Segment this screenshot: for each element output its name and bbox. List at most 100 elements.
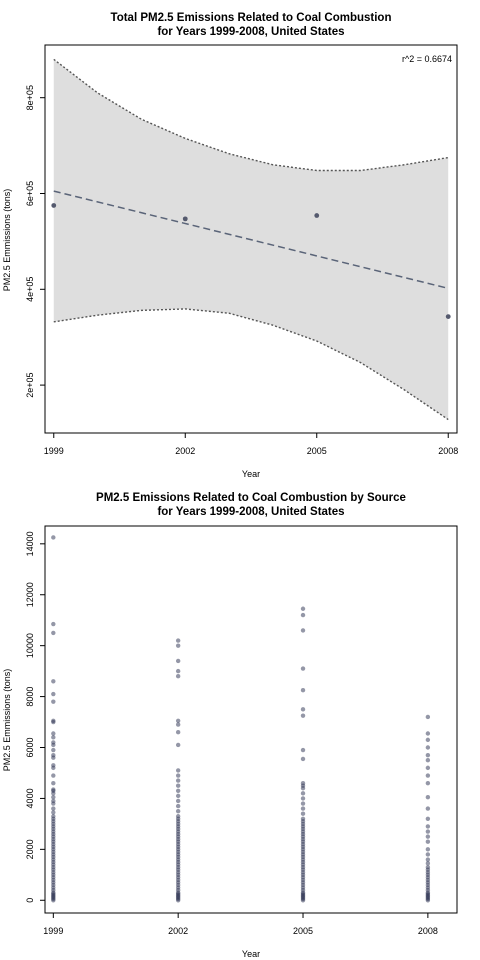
source-point <box>51 691 56 697</box>
source-point <box>175 808 181 814</box>
source-point <box>425 847 431 852</box>
source-point <box>51 735 56 740</box>
source-point <box>51 780 56 786</box>
source-point <box>175 730 181 735</box>
source-point <box>51 755 56 760</box>
chart-2-y-tick-label: 6000 <box>25 737 35 757</box>
source-point <box>51 699 56 704</box>
chart-1-x-tick-label: 2005 <box>307 446 327 456</box>
source-point <box>425 834 431 839</box>
source-point <box>175 793 181 799</box>
source-point <box>425 861 431 866</box>
source-point <box>175 742 181 748</box>
source-point <box>300 806 306 811</box>
source-point <box>51 742 56 748</box>
chart-2: PM2.5 Emissions Related to Coal Combusti… <box>2 492 458 959</box>
source-point <box>425 898 431 903</box>
chart-2-y-axis: 0 2000 4000 6000 8000 10000 12000 14000 <box>25 531 45 903</box>
source-point <box>300 898 306 903</box>
source-point <box>425 824 431 829</box>
source-point <box>425 765 431 771</box>
source-point <box>175 718 181 723</box>
source-point <box>300 606 306 611</box>
source-point <box>175 783 181 788</box>
source-point <box>51 630 56 636</box>
source-point <box>51 765 56 771</box>
chart-2-subtitle: for Years 1999-2008, United States <box>157 506 344 518</box>
chart-1-y-axis: 2e+05 4e+05 6e+05 8e+05 <box>25 85 45 398</box>
source-point <box>425 737 431 743</box>
chart-1-x-axis: 1999 2002 2005 2008 <box>44 433 458 456</box>
chart-2-plot-frame <box>44 525 458 914</box>
source-point <box>175 674 181 679</box>
source-point <box>425 752 431 758</box>
source-point <box>425 780 431 786</box>
source-point <box>175 668 181 674</box>
source-point <box>175 658 181 664</box>
chart-2-x-tick-label: 1999 <box>43 926 63 936</box>
chart-2-x-axis-label: Year <box>242 949 260 959</box>
source-point <box>425 839 431 844</box>
source-point <box>425 773 431 778</box>
source-point <box>51 747 56 753</box>
source-point <box>175 788 181 793</box>
chart-2-y-tick-label: 8000 <box>25 687 35 707</box>
source-point <box>425 714 431 720</box>
source-point <box>300 756 306 762</box>
source-point <box>175 778 181 783</box>
source-point <box>175 638 181 643</box>
source-point <box>51 791 56 796</box>
chart-1: Total PM2.5 Emissions Related to Coal Co… <box>2 12 458 479</box>
source-point <box>51 794 56 800</box>
chart-1-x-tick-label: 1999 <box>44 446 64 456</box>
chart-2-title: PM2.5 Emissions Related to Coal Combusti… <box>96 492 406 504</box>
chart-2-y-tick-label: 10000 <box>25 633 35 658</box>
source-point <box>51 535 56 540</box>
chart-2-x-tick-label: 2002 <box>168 926 188 936</box>
source-point <box>425 816 431 821</box>
chart-1-x-tick-label: 2008 <box>438 446 458 456</box>
confidence-band-upper <box>53 58 449 172</box>
source-point <box>425 745 431 750</box>
data-point <box>51 203 57 208</box>
source-point <box>51 621 56 627</box>
chart-1-plot-area <box>51 58 451 421</box>
chart-2-y-tick-label: 0 <box>25 898 35 903</box>
source-point <box>425 731 431 736</box>
source-point <box>300 666 306 671</box>
chart-2-x-axis: 1999 2002 2005 2008 <box>43 913 438 936</box>
source-point <box>175 803 181 809</box>
source-point <box>175 643 181 648</box>
chart-2-x-tick-label: 2008 <box>418 926 438 936</box>
source-point <box>51 806 56 811</box>
chart-1-y-tick-label: 6e+05 <box>25 181 35 206</box>
source-point <box>51 810 56 815</box>
source-point <box>300 688 306 693</box>
source-point <box>300 811 306 816</box>
data-point <box>445 314 451 319</box>
regression-line <box>53 190 449 290</box>
source-point <box>425 852 431 857</box>
chart-2-plot-area <box>51 535 431 903</box>
source-point <box>300 628 306 633</box>
chart-1-title: Total PM2.5 Emissions Related to Coal Co… <box>111 12 392 24</box>
chart-1-y-tick-label: 2e+05 <box>25 372 35 397</box>
chart-1-subtitle: for Years 1999-2008, United States <box>157 26 344 38</box>
chart-2-y-tick-label: 12000 <box>25 582 35 607</box>
source-point <box>175 773 181 778</box>
chart-1-plot-frame <box>44 44 458 434</box>
source-point <box>300 747 306 753</box>
source-point <box>425 829 431 834</box>
chart-2-x-tick-label: 2005 <box>293 926 313 936</box>
data-point <box>182 216 188 222</box>
chart-2-y-tick-label: 14000 <box>25 531 35 556</box>
chart-1-y-tick-label: 8e+05 <box>25 85 35 110</box>
source-point <box>51 731 56 736</box>
source-point <box>300 612 306 618</box>
source-point <box>300 713 306 718</box>
chart-1-y-tick-label: 4e+05 <box>25 277 35 302</box>
chart-2-y-axis-label: PM2.5 Emmissions (tons) <box>2 669 12 772</box>
source-point <box>175 798 181 804</box>
source-point <box>300 707 306 712</box>
